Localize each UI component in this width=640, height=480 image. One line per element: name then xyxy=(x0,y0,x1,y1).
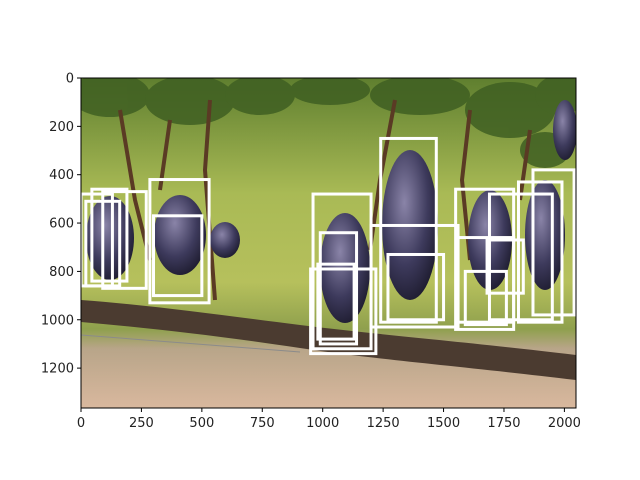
x-tick-label: 2000 xyxy=(548,416,581,431)
y-tick-label: 0 xyxy=(66,72,74,87)
bounding-box-4 xyxy=(101,190,148,290)
y-tick-label: 1200 xyxy=(41,362,74,377)
x-tick-label: 1500 xyxy=(427,416,460,431)
x-tick-label: 1000 xyxy=(306,416,339,431)
x-axis-ticks: 0 250 500 750 1000 1250 1500 1750 2000 xyxy=(77,408,581,431)
foliage xyxy=(81,78,576,168)
y-tick-label: 1000 xyxy=(41,313,74,328)
trellis-wire xyxy=(81,334,301,353)
bounding-box-8 xyxy=(318,231,359,346)
bounding-box-6 xyxy=(152,214,204,298)
x-tick-label: 0 xyxy=(77,416,85,431)
y-tick-label: 400 xyxy=(49,168,74,183)
bounding-box-11 xyxy=(379,136,438,324)
axes-frame xyxy=(80,77,577,409)
bounding-box-15 xyxy=(456,236,516,324)
bounding-box-20 xyxy=(463,269,508,327)
x-tick-label: 500 xyxy=(189,416,214,431)
bounding-box-19 xyxy=(516,180,564,324)
y-tick-label: 800 xyxy=(49,265,74,280)
bounding-box-5 xyxy=(148,178,211,305)
bounding-box-18 xyxy=(531,168,576,317)
x-tick-label: 1750 xyxy=(487,416,520,431)
y-axis-ticks: 0 200 400 600 800 1000 1200 xyxy=(41,72,81,377)
y-tick-label: 200 xyxy=(49,120,74,135)
bounding-box-10 xyxy=(316,262,356,341)
bounding-box-9 xyxy=(309,267,378,356)
bounding-box-2 xyxy=(90,187,129,283)
y-tick-label: 600 xyxy=(49,217,74,232)
bounding-boxes xyxy=(81,136,576,356)
x-tick-label: 250 xyxy=(129,416,154,431)
x-tick-label: 750 xyxy=(250,416,275,431)
x-tick-label: 1250 xyxy=(367,416,400,431)
photo-image xyxy=(81,78,576,408)
bounding-box-16 xyxy=(487,192,554,322)
bounding-box-13 xyxy=(386,252,446,322)
